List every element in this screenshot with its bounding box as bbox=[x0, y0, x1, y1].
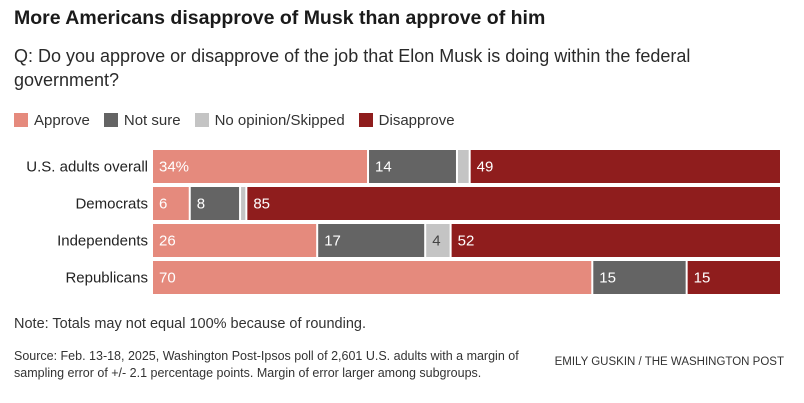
source-text: Source: Feb. 13-18, 2025, Washington Pos… bbox=[14, 349, 519, 380]
data-label-republicans-approve: 70 bbox=[159, 270, 176, 287]
data-label-democrats-disapprove: 85 bbox=[253, 196, 270, 213]
data-label-independents-approve: 26 bbox=[159, 233, 176, 250]
legend-label-not-sure: Not sure bbox=[123, 111, 181, 129]
category-label-independents: Independents bbox=[57, 233, 148, 250]
bar-u-s-adults-overall-no-opinion-skipped bbox=[457, 150, 469, 183]
legend-item-not-sure: Not sure bbox=[103, 111, 181, 129]
legend-swatch-disapprove bbox=[358, 113, 373, 127]
category-label-democrats: Democrats bbox=[75, 196, 148, 213]
bar-republicans-not-sure bbox=[593, 261, 686, 294]
legend-swatch-no-opinion bbox=[194, 113, 209, 127]
category-label-u-s-adults-overall: U.S. adults overall bbox=[26, 159, 148, 176]
data-label-democrats-approve: 6 bbox=[159, 196, 167, 213]
legend-item-disapprove: Disapprove bbox=[358, 111, 455, 129]
data-label-independents-no-opinion-skipped: 4 bbox=[432, 233, 440, 250]
bar-independents-no-opinion-skipped bbox=[426, 224, 450, 257]
data-label-independents-not-sure: 17 bbox=[324, 233, 341, 250]
bar-democrats-not-sure bbox=[190, 187, 240, 220]
data-label-independents-disapprove: 52 bbox=[458, 233, 475, 250]
chart-title: More Americans disapprove of Musk than a… bbox=[14, 7, 546, 29]
bar-u-s-adults-overall-approve bbox=[153, 150, 368, 183]
bar-independents-not-sure bbox=[318, 224, 425, 257]
legend: Approve Not sure No opinion/Skipped Disa… bbox=[14, 110, 469, 130]
bar-republicans-approve bbox=[153, 261, 592, 294]
bar-u-s-adults-overall-disapprove bbox=[470, 150, 780, 183]
bar-independents-disapprove bbox=[451, 224, 780, 257]
data-label-u-s-adults-overall-approve: 34% bbox=[159, 159, 189, 176]
survey-question: Q: Do you approve or disapprove of the j… bbox=[14, 46, 691, 90]
bar-u-s-adults-overall-not-sure bbox=[369, 150, 456, 183]
bar-independents-approve bbox=[153, 224, 317, 257]
bar-democrats-disapprove bbox=[247, 187, 781, 220]
byline-credit: EMILY GUSKIN / THE WASHINGTON POST bbox=[554, 356, 784, 368]
category-label-republicans: Republicans bbox=[65, 270, 148, 287]
data-label-democrats-not-sure: 8 bbox=[197, 196, 205, 213]
stacked-bar-chart: U.S. adults overall 34% 14 49 Democrats 6 8 85 I… bbox=[26, 150, 781, 294]
bar-democrats-no-opinion-skipped bbox=[241, 187, 246, 220]
bar-democrats-approve bbox=[153, 187, 189, 220]
data-label-republicans-disapprove: 15 bbox=[694, 270, 711, 287]
legend-item-approve: Approve bbox=[14, 112, 90, 129]
legend-label-approve: Approve bbox=[34, 111, 90, 129]
bar-republicans-disapprove bbox=[687, 261, 780, 294]
legend-item-no-opinion: No opinion/Skipped bbox=[194, 111, 345, 129]
legend-swatch-not-sure bbox=[103, 113, 118, 127]
legend-label-disapprove: Disapprove bbox=[378, 111, 455, 129]
data-label-republicans-not-sure: 15 bbox=[599, 270, 616, 287]
legend-label-no-opinion: No opinion/Skipped bbox=[214, 111, 345, 129]
data-label-u-s-adults-overall-not-sure: 14 bbox=[375, 159, 392, 176]
chart-note: Note: Totals may not equal 100% because … bbox=[14, 316, 366, 332]
data-label-u-s-adults-overall-disapprove: 49 bbox=[477, 159, 494, 176]
legend-swatch-approve bbox=[14, 113, 28, 127]
